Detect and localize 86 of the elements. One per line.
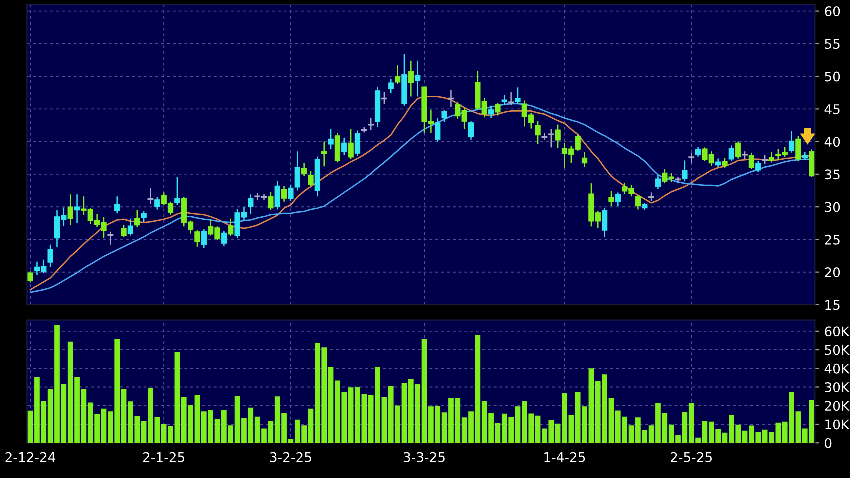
x-tick-label: 3-2-25: [270, 452, 312, 462]
y-tick-label: 45: [824, 104, 840, 114]
candlestick: [682, 160, 688, 182]
candlestick: [488, 105, 494, 119]
x-tick-label: 2-1-25: [144, 452, 184, 462]
y-tick-label: 30: [825, 202, 840, 212]
candlestick: [736, 141, 742, 160]
candlestick: [722, 158, 728, 169]
candlestick: [348, 128, 354, 160]
y-tick-label: 40K: [824, 364, 850, 374]
candlestick: [608, 190, 614, 208]
candlestick: [368, 118, 374, 131]
candlestick: [354, 130, 361, 157]
x-tick-label: 1-4-25: [544, 452, 586, 462]
candlestick: [615, 192, 621, 208]
candlestick: [128, 218, 134, 236]
candlestick: [328, 128, 334, 150]
x-tick-label: 3-3-25: [404, 452, 445, 462]
y-tick-label: 0: [825, 438, 832, 448]
candlestick: [194, 230, 200, 248]
candlestick: [388, 78, 394, 94]
candlestick: [68, 194, 74, 226]
candlestick: [322, 141, 328, 168]
candlestick: [281, 186, 288, 202]
candlestick: [74, 194, 80, 224]
candlestick: [602, 208, 608, 238]
candlestick: [548, 128, 554, 148]
candlestick: [515, 87, 521, 105]
candlestick: [655, 174, 662, 190]
y-tick-label: 50K: [825, 345, 850, 356]
y-tick-label: 35: [825, 170, 840, 180]
candlestick: [435, 118, 441, 142]
candlestick: [502, 94, 508, 106]
candlestick: [48, 244, 54, 268]
candlestick: [442, 110, 448, 123]
candlestick: [114, 196, 120, 214]
candlestick: [108, 231, 114, 246]
y-tick-label: 10K: [826, 420, 850, 430]
candlestick: [121, 224, 127, 238]
candlestick: [248, 194, 254, 215]
candlestick: [288, 184, 294, 202]
candlestick: [268, 191, 274, 211]
candlestick: [695, 146, 702, 158]
y-tick-label: 50: [825, 72, 840, 82]
candlestick: [308, 170, 314, 187]
candlestick: [342, 137, 348, 156]
candlestick: [294, 150, 300, 192]
candlestick: [408, 60, 414, 98]
candlestick: [221, 230, 228, 247]
candlestick: [381, 92, 388, 105]
y-tick-label: 60K: [825, 326, 850, 337]
y-tick-label: 20K: [825, 401, 850, 412]
candlestick: [174, 176, 180, 206]
y-tick-label: 30K: [825, 382, 850, 392]
candlestick: [415, 60, 421, 98]
candlestick: [788, 130, 795, 154]
candlestick: [394, 64, 401, 86]
candlestick: [302, 162, 308, 178]
candlestick: [468, 120, 474, 140]
candlestick: [228, 218, 234, 238]
candlestick: [796, 135, 802, 162]
candlestick: [141, 211, 147, 223]
candlestick: [635, 194, 642, 210]
candlestick: [535, 120, 541, 146]
candlestick: [274, 180, 280, 210]
y-tick-label: 60: [825, 6, 840, 17]
y-tick-label: 40: [824, 137, 840, 148]
candlestick: [582, 152, 588, 168]
candlestick: [555, 124, 561, 149]
candlestick: [728, 145, 734, 162]
candlestick: [154, 196, 160, 210]
x-tick-label: 2-12-24: [6, 452, 56, 462]
y-tick-label: 25: [825, 234, 840, 245]
candlestick: [688, 152, 695, 164]
y-tick-label: 15: [826, 300, 840, 310]
x-tick-label: 2-5-25: [671, 452, 712, 462]
y-tick-label: 55: [825, 39, 840, 50]
candlestick: [748, 152, 755, 170]
candlestick: [756, 160, 762, 174]
candlestick: [495, 102, 501, 116]
candlestick: [134, 210, 140, 228]
y-tick-label: 20: [825, 268, 840, 278]
candlestick: [28, 271, 34, 284]
candlestick: [768, 152, 775, 164]
candlestick: [508, 92, 514, 106]
candlestick: [201, 228, 207, 249]
